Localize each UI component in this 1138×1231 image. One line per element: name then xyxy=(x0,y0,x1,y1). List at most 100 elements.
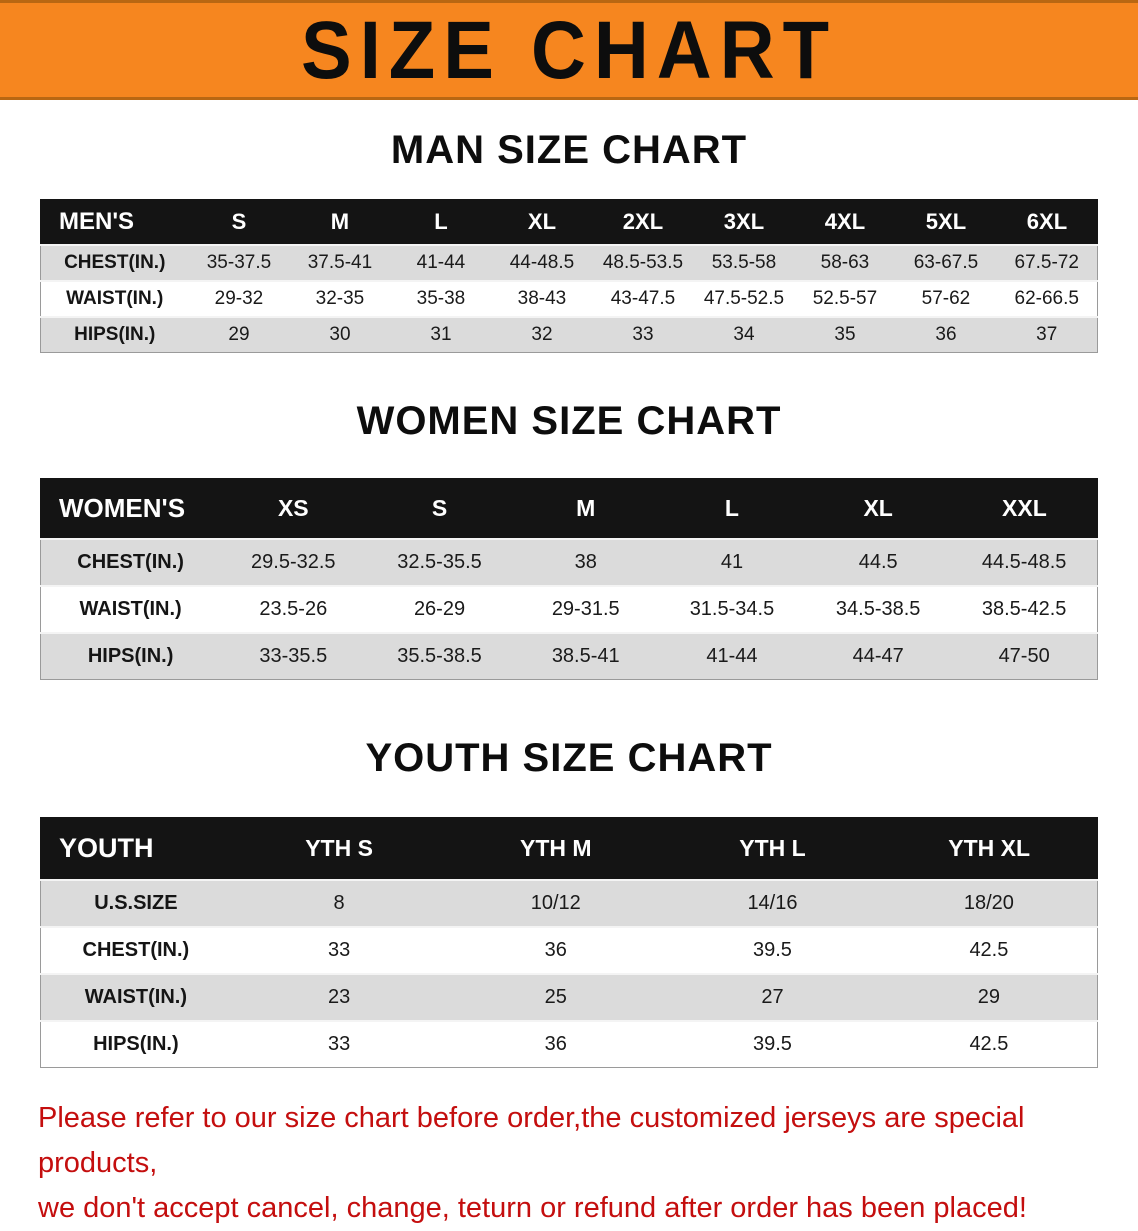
size-value-cell: 31 xyxy=(430,324,452,345)
size-value-cell: 23.5-26 xyxy=(259,598,328,620)
size-column-header: 4XL xyxy=(793,199,896,246)
size-column-header: M xyxy=(288,199,391,246)
size-value-cell: 39.5 xyxy=(753,939,792,961)
size-column-header: S xyxy=(365,478,514,540)
row-label: HIPS(IN.) xyxy=(93,1033,179,1055)
size-value-cell: 36 xyxy=(935,324,957,345)
size-value-cell: 32-35 xyxy=(315,288,365,309)
youth-size-table: YOUTH YTH S YTH M YTH L YTH XL U.S.SIZE 8 10/12… xyxy=(39,817,1098,1068)
size-value-cell: 47.5-52.5 xyxy=(703,288,785,309)
size-value-cell: 57-62 xyxy=(921,288,971,309)
size-value-cell: 8 xyxy=(333,892,345,914)
size-value-cell: 41-44 xyxy=(706,645,758,667)
size-column-header: XL xyxy=(490,199,593,246)
row-label: CHEST(IN.) xyxy=(82,939,190,961)
size-value-cell: 31.5-34.5 xyxy=(689,598,775,620)
size-value-cell: 38.5-41 xyxy=(551,645,620,667)
size-value-cell: 33-35.5 xyxy=(259,645,328,667)
row-label: WAIST(IN.) xyxy=(66,288,164,309)
size-value-cell: 62-66.5 xyxy=(1014,288,1079,309)
size-column-header: 3XL xyxy=(692,199,795,246)
women-size-section: WOMEN SIZE CHART WOMEN'S XS S M L XL XXL CHEST(… xyxy=(0,399,1138,680)
size-value-cell: 67.5-72 xyxy=(1014,252,1079,273)
size-value-cell: 29 xyxy=(977,986,1001,1008)
row-label: HIPS(IN.) xyxy=(87,645,174,667)
size-value-cell: 52.5-57 xyxy=(812,288,878,309)
size-value-cell: 14/16 xyxy=(747,892,798,914)
table-row: HIPS(IN.) 33 36 39.5 42.5 xyxy=(40,1021,1098,1068)
size-column-header: XXL xyxy=(950,478,1099,540)
size-value-cell: 18/20 xyxy=(963,892,1014,914)
size-value-cell: 44.5 xyxy=(858,551,898,573)
row-label: CHEST(IN.) xyxy=(64,252,166,273)
size-value-cell: 44.5-48.5 xyxy=(981,551,1067,573)
size-column-header: 6XL xyxy=(995,199,1099,246)
size-value-cell: 33 xyxy=(632,324,654,345)
size-value-cell: 47-50 xyxy=(998,645,1050,667)
row-label: CHEST(IN.) xyxy=(77,551,184,573)
size-value-cell: 29-32 xyxy=(214,288,264,309)
size-value-cell: 48.5-53.5 xyxy=(602,252,684,273)
size-value-cell: 41 xyxy=(720,551,744,573)
table-row: WAIST(IN.) 23.5-26 26-29 29-31.5 31.5-34.5 34… xyxy=(40,586,1098,633)
size-value-cell: 35-38 xyxy=(416,288,466,309)
table-header-row: WOMEN'S XS S M L XL XXL xyxy=(40,478,1099,540)
footer-disclaimer-line1: Please refer to our size chart before or… xyxy=(38,1102,1025,1179)
size-value-cell: 33 xyxy=(327,1033,351,1055)
youth-section-heading: YOUTH SIZE CHART xyxy=(365,736,773,780)
size-column-header: M xyxy=(512,478,660,540)
row-label: WAIST(IN.) xyxy=(84,986,187,1008)
size-value-cell: 58-63 xyxy=(820,252,870,273)
women-section-heading: WOMEN SIZE CHART xyxy=(356,399,782,443)
table-row: HIPS(IN.) 33-35.5 35.5-38.5 38.5-41 41-44 44-… xyxy=(40,633,1098,680)
size-value-cell: 34 xyxy=(733,324,755,345)
row-label: HIPS(IN.) xyxy=(74,324,156,345)
size-value-cell: 23 xyxy=(327,986,351,1008)
men-size-section: MAN SIZE CHART MEN'S S M L XL 2XL 3XL 4XL 5XL 6XL… xyxy=(0,128,1138,353)
size-value-cell: 41-44 xyxy=(416,252,466,273)
size-value-cell: 39.5 xyxy=(753,1033,792,1055)
size-column-header: YTH M xyxy=(446,817,665,881)
size-value-cell: 33 xyxy=(327,939,351,961)
size-column-header: L xyxy=(658,478,806,540)
size-value-cell: 29 xyxy=(228,324,250,345)
size-value-cell: 44-47 xyxy=(852,645,904,667)
table-header-row: YOUTH YTH S YTH M YTH L YTH XL xyxy=(39,817,1098,881)
women-size-table: WOMEN'S XS S M L XL XXL CHEST(IN.) 29.5-32.5 32.5… xyxy=(40,478,1099,680)
size-value-cell: 36 xyxy=(544,1033,567,1055)
table-row: U.S.SIZE 8 10/12 14/16 18/20 xyxy=(40,880,1098,927)
size-value-cell: 38 xyxy=(574,551,597,573)
size-value-cell: 37.5-41 xyxy=(307,252,373,273)
row-label: U.S.SIZE xyxy=(94,892,178,914)
footer-disclaimer: Please refer to our size chart before or… xyxy=(38,1096,1100,1231)
size-value-cell: 63-67.5 xyxy=(913,252,979,273)
size-column-header: YTH XL xyxy=(880,817,1098,881)
size-value-cell: 29.5-32.5 xyxy=(251,551,336,573)
size-value-cell: 32.5-35.5 xyxy=(397,551,482,573)
youth-size-section: YOUTH SIZE CHART YOUTH YTH S YTH M YTH L YTH… xyxy=(0,736,1138,1068)
table-header-row: MEN'S S M L XL 2XL 3XL 4XL 5XL 6XL xyxy=(40,199,1099,246)
size-column-header: XS xyxy=(219,478,367,540)
size-value-cell: 10/12 xyxy=(530,892,581,914)
men-section-heading: MAN SIZE CHART xyxy=(390,128,748,172)
size-value-cell: 30 xyxy=(329,324,351,345)
size-value-cell: 35.5-38.5 xyxy=(397,645,482,667)
table-row: CHEST(IN.) 35-37.5 37.5-41 41-44 44-48.5 48.5… xyxy=(40,245,1098,281)
size-value-cell: 53.5-58 xyxy=(711,252,777,273)
size-value-cell: 38.5-42.5 xyxy=(981,598,1067,620)
table-corner-label: WOMEN'S xyxy=(40,478,221,540)
size-value-cell: 42.5 xyxy=(969,1033,1009,1055)
size-column-header: YTH S xyxy=(230,817,448,881)
row-label: WAIST(IN.) xyxy=(79,598,182,620)
table-row: HIPS(IN.) 29 30 31 32 33 34 35 36 37 xyxy=(40,317,1098,353)
page-title: SIZE CHART xyxy=(301,4,837,96)
table-row: WAIST(IN.) 29-32 32-35 35-38 38-43 43-47.5 47.… xyxy=(40,281,1098,317)
size-value-cell: 35 xyxy=(834,324,856,345)
men-size-table: MEN'S S M L XL 2XL 3XL 4XL 5XL 6XL CHEST(IN.) 35-37… xyxy=(40,199,1099,353)
size-column-header: S xyxy=(187,199,290,246)
size-value-cell: 29-31.5 xyxy=(551,598,620,620)
size-value-cell: 25 xyxy=(544,986,567,1008)
size-value-cell: 27 xyxy=(761,986,784,1008)
size-column-header: YTH L xyxy=(663,817,882,881)
